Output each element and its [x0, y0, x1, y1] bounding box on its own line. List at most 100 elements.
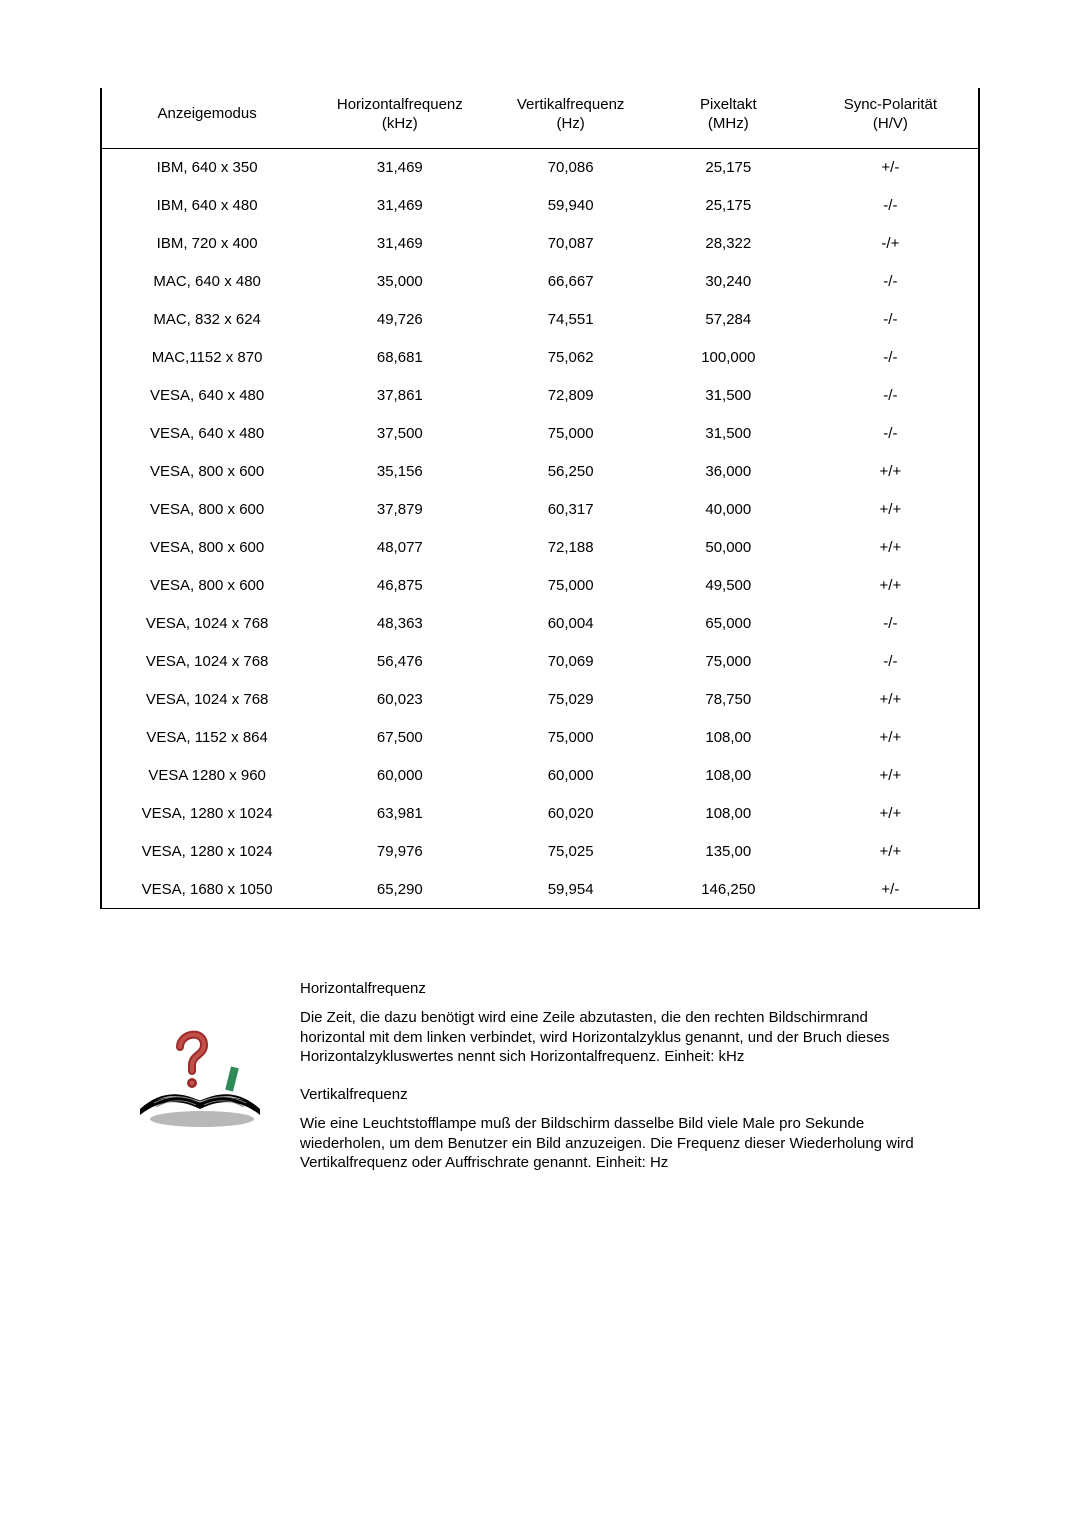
table-cell: 60,020	[487, 795, 653, 833]
table-cell: 31,500	[654, 415, 803, 453]
table-cell: 35,000	[312, 263, 487, 301]
table-cell: -/-	[803, 339, 978, 377]
table-cell: 75,000	[487, 415, 653, 453]
table-cell: IBM, 720 x 400	[102, 225, 312, 263]
table-cell: 56,250	[487, 453, 653, 491]
table-cell: 49,726	[312, 301, 487, 339]
table-cell: VESA, 800 x 600	[102, 529, 312, 567]
table-row: VESA, 640 x 48037,50075,00031,500-/-	[102, 415, 978, 453]
table-cell: +/+	[803, 795, 978, 833]
table-cell: +/+	[803, 757, 978, 795]
table-cell: 70,087	[487, 225, 653, 263]
info-body-vertical: Wie eine Leuchtstofflampe muß der Bildsc…	[300, 1114, 920, 1173]
table-row: VESA, 800 x 60046,87575,00049,500+/+	[102, 567, 978, 605]
table-header: AnzeigemodusHorizontalfrequenz(kHz)Verti…	[102, 88, 978, 149]
open-book-question-icon	[100, 979, 300, 1131]
table-cell: 75,025	[487, 833, 653, 871]
table-column-header: Pixeltakt(MHz)	[654, 88, 803, 149]
table-cell: 36,000	[654, 453, 803, 491]
table-cell: -/-	[803, 263, 978, 301]
table-cell: 60,000	[312, 757, 487, 795]
table-row: VESA, 1024 x 76860,02375,02978,750+/+	[102, 681, 978, 719]
table-cell: 35,156	[312, 453, 487, 491]
table-cell: 30,240	[654, 263, 803, 301]
table-cell: 75,000	[487, 567, 653, 605]
table-column-header: Horizontalfrequenz(kHz)	[312, 88, 487, 149]
table-cell: VESA, 1152 x 864	[102, 719, 312, 757]
table-cell: VESA, 1280 x 1024	[102, 795, 312, 833]
table-cell: +/+	[803, 833, 978, 871]
table-cell: -/-	[803, 187, 978, 225]
display-modes-table: AnzeigemodusHorizontalfrequenz(kHz)Verti…	[100, 88, 980, 909]
table-cell: -/+	[803, 225, 978, 263]
info-body-horizontal: Die Zeit, die dazu benötigt wird eine Ze…	[300, 1008, 920, 1067]
table-cell: 70,069	[487, 643, 653, 681]
table-cell: 72,188	[487, 529, 653, 567]
table-row: IBM, 640 x 48031,46959,94025,175-/-	[102, 187, 978, 225]
table-column-header: Sync-Polarität(H/V)	[803, 88, 978, 149]
table-cell: 70,086	[487, 149, 653, 187]
table-cell: 65,000	[654, 605, 803, 643]
table-cell: 48,077	[312, 529, 487, 567]
table-row: VESA, 1680 x 105065,29059,954146,250+/-	[102, 871, 978, 909]
table-cell: MAC, 832 x 624	[102, 301, 312, 339]
table-cell: VESA, 640 x 480	[102, 377, 312, 415]
table-cell: 37,861	[312, 377, 487, 415]
table-cell: -/-	[803, 643, 978, 681]
table-row: IBM, 720 x 40031,46970,08728,322-/+	[102, 225, 978, 263]
table-cell: 108,00	[654, 757, 803, 795]
table-row: MAC,1152 x 87068,68175,062100,000-/-	[102, 339, 978, 377]
table-cell: 60,000	[487, 757, 653, 795]
table-cell: 59,940	[487, 187, 653, 225]
table-cell: 75,000	[654, 643, 803, 681]
table-cell: 57,284	[654, 301, 803, 339]
table-cell: 48,363	[312, 605, 487, 643]
table-cell: 66,667	[487, 263, 653, 301]
table-row: VESA, 640 x 48037,86172,80931,500-/-	[102, 377, 978, 415]
table-cell: 25,175	[654, 187, 803, 225]
table-cell: 56,476	[312, 643, 487, 681]
table-column-header: Vertikalfrequenz(Hz)	[487, 88, 653, 149]
table-cell: VESA, 800 x 600	[102, 491, 312, 529]
table-cell: 25,175	[654, 149, 803, 187]
table-cell: 75,029	[487, 681, 653, 719]
table-cell: 74,551	[487, 301, 653, 339]
table-cell: 37,879	[312, 491, 487, 529]
table-cell: -/-	[803, 301, 978, 339]
table-row: IBM, 640 x 35031,46970,08625,175+/-	[102, 149, 978, 187]
table-cell: +/+	[803, 681, 978, 719]
table-cell: 31,469	[312, 149, 487, 187]
table-cell: 46,875	[312, 567, 487, 605]
info-section: Horizontalfrequenz Die Zeit, die dazu be…	[100, 979, 980, 1191]
table-row: VESA, 1280 x 102463,98160,020108,00+/+	[102, 795, 978, 833]
table-cell: 31,469	[312, 225, 487, 263]
table-cell: +/-	[803, 871, 978, 909]
table-cell: +/+	[803, 491, 978, 529]
table-cell: 49,500	[654, 567, 803, 605]
table-cell: +/+	[803, 719, 978, 757]
table-cell: IBM, 640 x 480	[102, 187, 312, 225]
table-cell: MAC, 640 x 480	[102, 263, 312, 301]
table-cell: VESA, 1024 x 768	[102, 643, 312, 681]
table-cell: VESA, 1680 x 1050	[102, 871, 312, 909]
table-row: VESA, 1024 x 76856,47670,06975,000-/-	[102, 643, 978, 681]
table-row: VESA, 1024 x 76848,36360,00465,000-/-	[102, 605, 978, 643]
table-cell: 67,500	[312, 719, 487, 757]
table-cell: 78,750	[654, 681, 803, 719]
table-cell: +/+	[803, 529, 978, 567]
table-row: VESA, 1152 x 86467,50075,000108,00+/+	[102, 719, 978, 757]
table-cell: 72,809	[487, 377, 653, 415]
table-cell: 108,00	[654, 795, 803, 833]
table-row: MAC, 640 x 48035,00066,66730,240-/-	[102, 263, 978, 301]
table-row: MAC, 832 x 62449,72674,55157,284-/-	[102, 301, 978, 339]
table-cell: VESA, 1024 x 768	[102, 605, 312, 643]
table-cell: 108,00	[654, 719, 803, 757]
table-cell: IBM, 640 x 350	[102, 149, 312, 187]
table-cell: VESA, 640 x 480	[102, 415, 312, 453]
table-cell: VESA, 1024 x 768	[102, 681, 312, 719]
table-cell: -/-	[803, 377, 978, 415]
table-row: VESA, 800 x 60037,87960,31740,000+/+	[102, 491, 978, 529]
table-cell: VESA, 1280 x 1024	[102, 833, 312, 871]
table-cell: 75,062	[487, 339, 653, 377]
table-cell: 79,976	[312, 833, 487, 871]
